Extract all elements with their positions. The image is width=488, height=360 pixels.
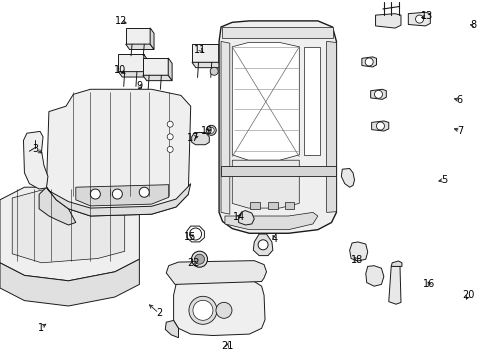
Text: 11: 11 — [194, 45, 206, 55]
Polygon shape — [76, 185, 168, 206]
Polygon shape — [232, 160, 299, 208]
Polygon shape — [224, 212, 317, 230]
Circle shape — [415, 15, 423, 23]
Text: 1: 1 — [38, 323, 43, 333]
Polygon shape — [46, 184, 190, 216]
Polygon shape — [238, 211, 254, 225]
Polygon shape — [304, 47, 320, 155]
Polygon shape — [250, 202, 260, 209]
Text: 19: 19 — [200, 126, 213, 136]
Text: 4: 4 — [271, 234, 277, 244]
Polygon shape — [118, 72, 147, 77]
Circle shape — [376, 122, 384, 130]
Polygon shape — [390, 261, 401, 266]
Circle shape — [191, 251, 207, 267]
Polygon shape — [150, 28, 154, 49]
Text: 5: 5 — [440, 175, 446, 185]
Circle shape — [208, 127, 214, 133]
Circle shape — [206, 125, 216, 135]
Polygon shape — [222, 27, 332, 38]
Text: 17: 17 — [186, 132, 199, 143]
Text: 13: 13 — [420, 11, 432, 21]
Text: 2: 2 — [156, 308, 162, 318]
Text: 10: 10 — [113, 65, 126, 75]
Polygon shape — [142, 75, 172, 81]
Polygon shape — [361, 57, 376, 67]
Circle shape — [167, 134, 173, 140]
Circle shape — [216, 302, 231, 318]
Text: 21: 21 — [221, 341, 233, 351]
Polygon shape — [232, 42, 299, 160]
Text: 16: 16 — [422, 279, 435, 289]
Circle shape — [167, 147, 173, 152]
Text: 8: 8 — [469, 20, 475, 30]
Polygon shape — [370, 89, 386, 99]
Polygon shape — [284, 202, 294, 209]
Polygon shape — [12, 190, 124, 263]
Text: 18: 18 — [350, 255, 363, 265]
Polygon shape — [168, 58, 172, 81]
Polygon shape — [341, 168, 354, 187]
Polygon shape — [23, 131, 48, 189]
Polygon shape — [0, 187, 139, 281]
Polygon shape — [143, 54, 147, 77]
Text: 6: 6 — [456, 95, 462, 105]
Circle shape — [374, 90, 382, 98]
Circle shape — [90, 189, 100, 199]
Polygon shape — [349, 242, 367, 261]
Polygon shape — [191, 62, 223, 68]
Text: 14: 14 — [232, 212, 244, 222]
Circle shape — [139, 187, 149, 197]
Polygon shape — [39, 187, 76, 225]
Polygon shape — [365, 266, 383, 286]
Polygon shape — [267, 202, 277, 209]
Polygon shape — [371, 121, 388, 131]
Polygon shape — [165, 320, 178, 338]
Text: 15: 15 — [183, 232, 196, 242]
Text: 22: 22 — [186, 258, 199, 268]
Polygon shape — [326, 41, 336, 212]
Polygon shape — [221, 166, 336, 176]
Polygon shape — [0, 259, 139, 306]
Circle shape — [258, 240, 267, 250]
Polygon shape — [118, 54, 143, 72]
Polygon shape — [221, 41, 229, 214]
Circle shape — [193, 300, 212, 320]
Circle shape — [194, 254, 204, 264]
Polygon shape — [388, 266, 400, 304]
Circle shape — [167, 121, 173, 127]
Polygon shape — [142, 58, 168, 75]
Polygon shape — [407, 12, 429, 26]
Text: 12: 12 — [114, 16, 127, 26]
Polygon shape — [125, 44, 154, 49]
Polygon shape — [125, 28, 150, 44]
Polygon shape — [191, 44, 219, 62]
Circle shape — [210, 67, 218, 75]
Polygon shape — [166, 261, 266, 284]
Text: 7: 7 — [457, 126, 463, 136]
Circle shape — [112, 189, 122, 199]
Polygon shape — [191, 132, 209, 145]
Polygon shape — [173, 279, 264, 336]
Text: 20: 20 — [461, 290, 474, 300]
Polygon shape — [46, 89, 190, 216]
Circle shape — [188, 296, 217, 324]
Circle shape — [365, 58, 372, 66]
Text: 3: 3 — [33, 144, 39, 154]
Polygon shape — [219, 21, 336, 233]
Polygon shape — [375, 14, 400, 28]
Text: 9: 9 — [136, 81, 142, 91]
Polygon shape — [253, 234, 272, 256]
Polygon shape — [219, 44, 223, 68]
